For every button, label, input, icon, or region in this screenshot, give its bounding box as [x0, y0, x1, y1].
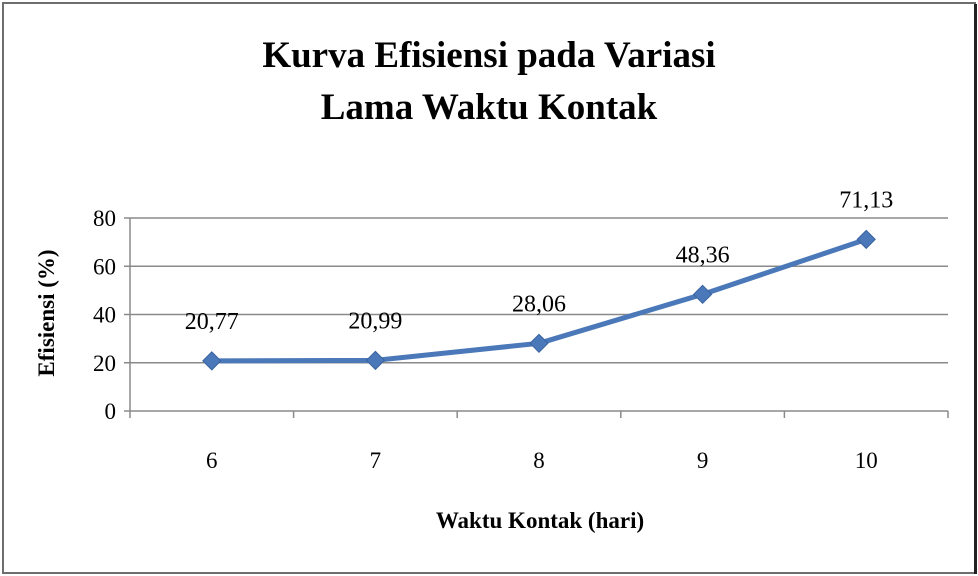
chart-title-line-1: Kurva Efisiensi pada Variasi [262, 35, 716, 76]
x-tick-label-9: 9 [697, 448, 709, 473]
series-efisiensi [202, 229, 876, 371]
frame-shadow [974, 4, 977, 574]
data-label-7: 20,99 [348, 308, 402, 334]
y-tick-labels: 0 20 40 60 80 [93, 206, 116, 424]
data-label-6: 20,77 [185, 309, 239, 335]
y-tick-label-60: 60 [93, 254, 116, 279]
data-label-8: 28,06 [512, 291, 566, 317]
axes [124, 217, 949, 418]
x-tick-labels: 6 7 8 9 10 [206, 448, 878, 473]
gridlines [130, 217, 948, 364]
x-tick-label-6: 6 [206, 448, 218, 473]
data-label-10: 71,13 [839, 187, 893, 213]
x-tick-label-10: 10 [855, 448, 878, 473]
data-point-10 [856, 229, 876, 250]
x-tick-label-7: 7 [370, 448, 382, 473]
data-labels: 20,77 20,99 28,06 48,36 71,13 [185, 187, 893, 334]
y-tick-label-40: 40 [93, 303, 116, 328]
x-axis-title: Waktu Kontak (hari) [436, 508, 644, 533]
x-tick-label-8: 8 [533, 448, 545, 473]
chart-title: Kurva Efisiensi pada Variasi Lama Waktu … [0, 30, 978, 134]
data-point-6 [202, 351, 222, 371]
chart-title-line-2: Lama Waktu Kontak [320, 87, 658, 128]
y-tick-label-0: 0 [105, 399, 117, 424]
data-point-8 [529, 333, 549, 354]
y-tick-label-80: 80 [93, 206, 116, 231]
data-point-7 [365, 350, 386, 371]
y-tick-label-20: 20 [93, 351, 116, 376]
data-label-9: 48,36 [676, 242, 730, 268]
data-point-9 [692, 284, 713, 305]
y-axis-title: Efisiensi (%) [34, 249, 59, 376]
